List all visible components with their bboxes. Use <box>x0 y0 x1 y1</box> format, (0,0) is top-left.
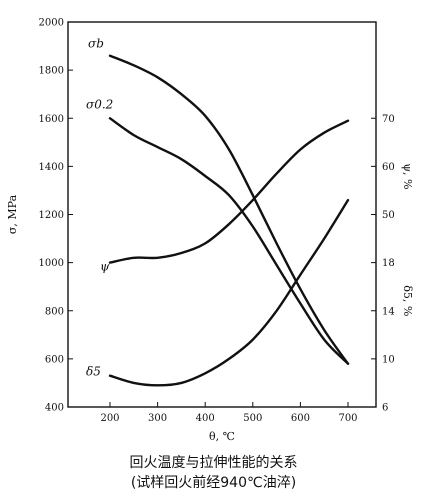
x-tick-label: 600 <box>291 413 310 424</box>
y-right-psi-axis-title: ψ, % <box>401 163 414 189</box>
y-left-tick-label: 400 <box>45 403 64 414</box>
y-left-tick-label: 1800 <box>39 66 64 77</box>
x-axis-title: θ, ℃ <box>209 430 235 443</box>
series-label-σb: σb <box>88 37 104 51</box>
x-tick-label: 500 <box>243 413 262 424</box>
y-right-psi-tick-label: 50 <box>382 210 395 221</box>
y-right-delta-tick-label: 14 <box>382 306 395 317</box>
series-label-σ0.2: σ0.2 <box>86 97 113 111</box>
y-left-tick-label: 1400 <box>39 162 64 173</box>
y-right-delta-axis-title: δ5, % <box>401 285 414 316</box>
y-left-tick-label: 800 <box>45 306 64 317</box>
y-right-delta-tick-label: 18 <box>382 258 395 269</box>
x-tick-label: 700 <box>338 413 357 424</box>
y-left-tick-label: 1600 <box>39 114 64 125</box>
chart-caption-title: 回火温度与拉伸性能的关系 <box>129 455 298 471</box>
y-left-tick-label: 600 <box>45 354 64 365</box>
y-right-delta-tick-label: 6 <box>382 403 388 414</box>
y-left-tick-label: 1200 <box>39 210 64 221</box>
chart-caption-note: (试样回火前经940℃油淬) <box>130 475 297 491</box>
y-left-tick-label: 1000 <box>39 258 64 269</box>
plot-frame <box>67 21 377 408</box>
y-right-psi-tick-label: 70 <box>382 114 395 125</box>
series-line-ψ <box>108 119 350 264</box>
series-label-ψ: ψ <box>100 260 110 274</box>
x-tick-label: 200 <box>100 413 119 424</box>
chart: 400 600 800 1000 1200 1400 1600 1800 2000 200 300 4… <box>6 18 414 444</box>
x-tick-label: 300 <box>148 413 167 424</box>
y-right-psi-tick-label: 60 <box>382 162 395 173</box>
y-right-delta-tick-label: 10 <box>382 354 395 365</box>
y-left-tick-label: 2000 <box>39 18 64 29</box>
y-left-axis-title: σ, MPa <box>6 194 19 234</box>
x-tick-label: 400 <box>196 413 215 424</box>
series-line-σ0.2 <box>108 117 350 365</box>
series-label-δ5: δ5 <box>86 365 101 379</box>
series-line-δ5 <box>108 198 350 387</box>
series-line-σb <box>108 54 350 365</box>
